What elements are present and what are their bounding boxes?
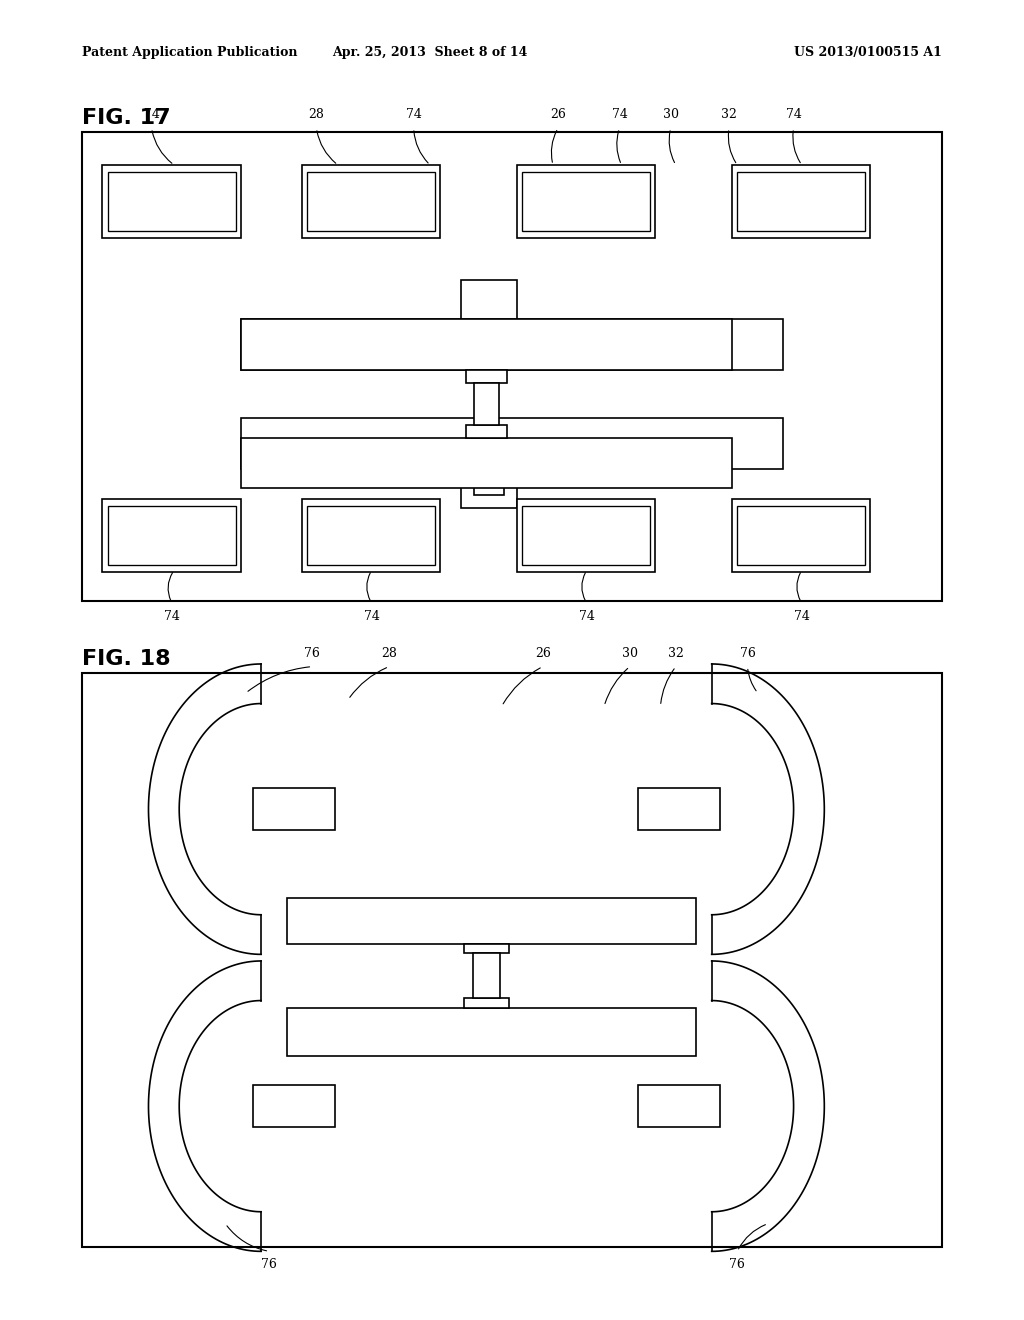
Bar bbox=[307, 172, 435, 231]
Text: 74: 74 bbox=[794, 610, 810, 623]
Bar bbox=[732, 499, 870, 572]
Text: FIG. 17: FIG. 17 bbox=[82, 108, 171, 128]
Bar bbox=[108, 172, 236, 231]
Text: 26: 26 bbox=[550, 108, 566, 121]
Bar bbox=[464, 998, 509, 1008]
Bar bbox=[241, 418, 783, 469]
Bar bbox=[464, 944, 509, 953]
Bar bbox=[241, 438, 732, 488]
Text: 76: 76 bbox=[729, 1258, 745, 1271]
Text: 74: 74 bbox=[164, 610, 180, 623]
Text: US 2013/0100515 A1: US 2013/0100515 A1 bbox=[795, 46, 942, 59]
Text: 76: 76 bbox=[739, 647, 756, 660]
Text: 74: 74 bbox=[611, 108, 628, 121]
Text: 32: 32 bbox=[721, 108, 737, 121]
Bar bbox=[737, 506, 865, 565]
Bar bbox=[473, 469, 505, 495]
Bar bbox=[461, 280, 517, 319]
Text: 74: 74 bbox=[143, 108, 160, 121]
Bar bbox=[241, 319, 732, 370]
Bar bbox=[466, 425, 507, 438]
Bar bbox=[241, 319, 783, 370]
Text: 28: 28 bbox=[381, 647, 397, 660]
Bar bbox=[287, 1008, 696, 1056]
Bar bbox=[253, 1085, 335, 1127]
Bar bbox=[287, 898, 696, 944]
Bar bbox=[522, 506, 650, 565]
Text: 76: 76 bbox=[304, 647, 321, 660]
Bar bbox=[307, 506, 435, 565]
Bar bbox=[82, 132, 942, 601]
Text: 74: 74 bbox=[579, 610, 595, 623]
Text: 26: 26 bbox=[535, 647, 551, 660]
Text: 76: 76 bbox=[261, 1258, 278, 1271]
Text: Apr. 25, 2013  Sheet 8 of 14: Apr. 25, 2013 Sheet 8 of 14 bbox=[333, 46, 527, 59]
Bar bbox=[473, 953, 500, 998]
Bar bbox=[522, 172, 650, 231]
Bar bbox=[302, 499, 440, 572]
Bar bbox=[732, 165, 870, 238]
Text: 74: 74 bbox=[785, 108, 802, 121]
Bar bbox=[517, 165, 655, 238]
Bar bbox=[737, 172, 865, 231]
Bar bbox=[108, 506, 236, 565]
Bar bbox=[102, 165, 241, 238]
Bar bbox=[466, 370, 507, 383]
Text: 74: 74 bbox=[406, 108, 422, 121]
Bar bbox=[461, 469, 517, 508]
Bar bbox=[302, 165, 440, 238]
Text: 28: 28 bbox=[308, 108, 325, 121]
Bar bbox=[102, 499, 241, 572]
Bar bbox=[253, 788, 335, 830]
Bar bbox=[638, 1085, 720, 1127]
Bar bbox=[474, 383, 499, 425]
Text: 30: 30 bbox=[622, 647, 638, 660]
Bar bbox=[638, 788, 720, 830]
Text: 74: 74 bbox=[364, 610, 380, 623]
Text: 30: 30 bbox=[663, 108, 679, 121]
Bar bbox=[82, 673, 942, 1247]
Bar bbox=[517, 499, 655, 572]
Text: 32: 32 bbox=[668, 647, 684, 660]
Text: Patent Application Publication: Patent Application Publication bbox=[82, 46, 297, 59]
Text: FIG. 18: FIG. 18 bbox=[82, 649, 171, 669]
